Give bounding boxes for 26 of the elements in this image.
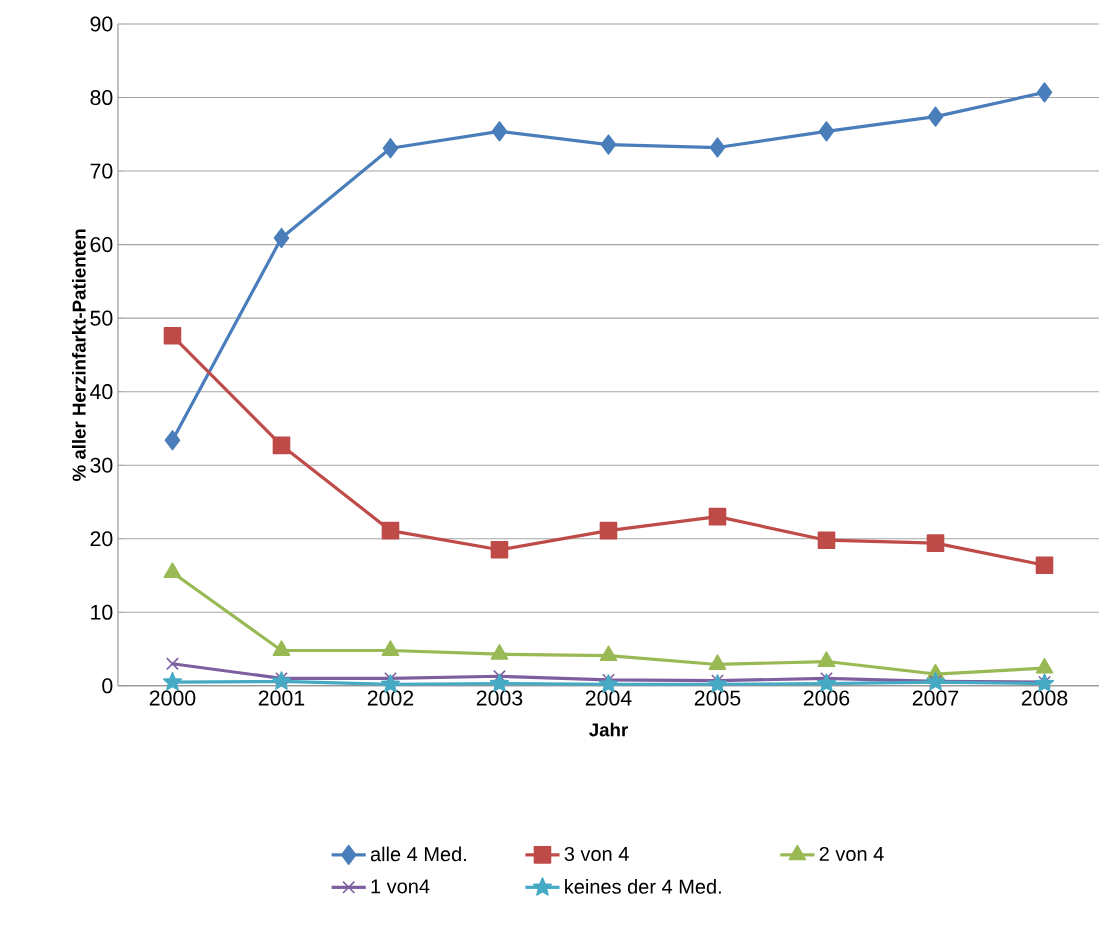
legend-label: 3 von 4: [564, 847, 629, 862]
y-tick-label: 50: [90, 310, 113, 326]
x-tick-label: 2006: [803, 690, 850, 706]
y-tick-label: 70: [90, 163, 113, 179]
legend-label: keines der 4 Med.: [565, 879, 721, 894]
y-tick-label: 30: [90, 457, 113, 473]
y-tick-label: 90: [90, 16, 113, 32]
y-tick-label: 40: [90, 384, 113, 400]
y-tick-label: 60: [90, 237, 113, 253]
legend-label: alle 4 Med.: [370, 846, 466, 862]
y-tick-label: 80: [90, 90, 113, 106]
y-tick-label: 10: [91, 604, 113, 620]
x-tick-label: 2008: [1021, 690, 1068, 706]
x-tick-label: 2002: [367, 690, 414, 706]
x-tick-label: 2005: [694, 690, 741, 706]
x-tick-label: 2003: [476, 690, 523, 706]
legend-label: 2 von 4: [819, 847, 884, 862]
x-tick-label: 2000: [149, 690, 196, 706]
y-tick-label: 0: [102, 678, 113, 694]
x-tick-label: 2007: [912, 690, 959, 706]
legend-label: 1 von4: [371, 879, 430, 894]
x-axis-title: Jahr: [589, 722, 628, 737]
x-tick-label: 2004: [585, 690, 632, 706]
y-tick-label: 20: [90, 531, 113, 547]
y-axis-title: % aller Herzinfarkt-Patienten: [72, 229, 86, 482]
x-tick-label: 2001: [258, 690, 305, 706]
